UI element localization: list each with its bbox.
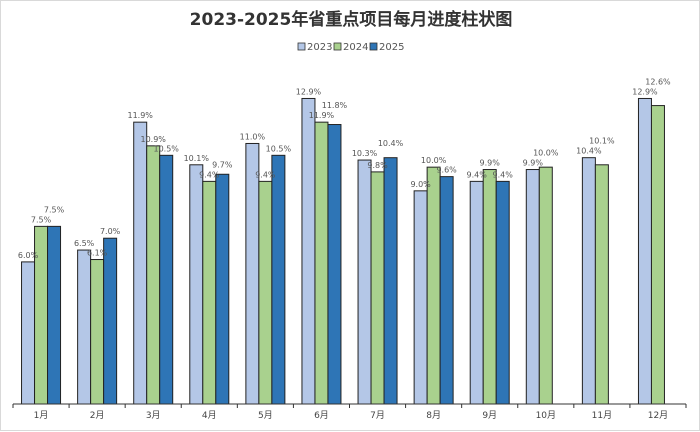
data-label-2023-10月: 9.9% <box>523 159 544 168</box>
data-label-2023-8月: 9.0% <box>410 180 431 189</box>
bar-2025-6月 <box>327 124 342 405</box>
bar-2024-9月 <box>482 169 497 405</box>
x-tick-label: 8月 <box>426 410 441 421</box>
data-label-2024-12月: 12.6% <box>645 77 671 86</box>
x-tick-label: 7月 <box>370 410 385 421</box>
data-label-2025-2月: 7.0% <box>100 227 121 236</box>
data-label-2023-6月: 12.9% <box>296 87 322 96</box>
data-label-2023-7月: 10.3% <box>352 149 378 158</box>
data-label-2024-2月: 6.1% <box>87 249 108 258</box>
bar-2025-3月 <box>159 154 174 405</box>
bar-2025-5月 <box>271 154 286 405</box>
data-label-2025-7月: 10.4% <box>378 139 404 148</box>
x-tick-label: 12月 <box>648 410 668 421</box>
data-label-2024-6月: 11.9% <box>309 111 335 120</box>
data-label-2023-3月: 11.9% <box>127 111 153 120</box>
data-label-2023-4月: 10.1% <box>184 154 210 163</box>
data-label-2025-5月: 10.5% <box>266 144 292 153</box>
bar-2024-6月 <box>314 121 329 405</box>
data-label-2024-4月: 9.4% <box>199 170 220 179</box>
bar-2024-10月 <box>538 166 553 405</box>
x-tick-label: 6月 <box>314 410 329 421</box>
data-label-2024-7月: 9.8% <box>367 161 388 170</box>
bar-2023-9月 <box>469 180 484 405</box>
bar-2024-8月 <box>426 166 441 405</box>
data-label-2025-4月: 9.7% <box>212 160 233 169</box>
x-tick-label: 2月 <box>90 410 105 421</box>
bars <box>21 97 665 405</box>
legend: 2023 2024 2025 <box>297 42 404 53</box>
x-tick-label: 11月 <box>592 410 612 421</box>
data-labels: 6.0%7.5%7.5%6.5%6.1%7.0%11.9%10.9%10.5%1… <box>18 77 671 259</box>
bar-2024-2月 <box>90 259 105 405</box>
data-label-2023-2月: 6.5% <box>74 239 95 248</box>
bar-2023-3月 <box>133 121 148 405</box>
legend-swatch-2023 <box>297 42 306 51</box>
data-label-2023-1月: 6.0% <box>18 251 39 260</box>
data-label-2024-11月: 10.1% <box>589 137 615 146</box>
data-label-2025-9月: 9.4% <box>493 170 514 179</box>
bar-2025-2月 <box>103 237 118 405</box>
x-tick-label: 3月 <box>146 410 161 421</box>
bar-2025-7月 <box>383 157 398 405</box>
legend-label-2024: 2024 <box>343 42 368 53</box>
bar-2025-9月 <box>495 180 510 405</box>
bar-2023-4月 <box>189 164 204 405</box>
x-tick-label: 10月 <box>536 410 556 421</box>
data-label-2025-3月: 10.5% <box>153 144 179 153</box>
data-label-2024-10月: 10.0% <box>533 149 559 158</box>
bar-2023-11月 <box>581 157 596 405</box>
data-label-2023-5月: 11.0% <box>240 132 266 141</box>
x-tick-label: 9月 <box>482 410 497 421</box>
legend-label-2023: 2023 <box>307 42 332 53</box>
bar-2024-3月 <box>146 145 161 405</box>
x-tick-label: 1月 <box>34 410 49 421</box>
bar-2023-8月 <box>413 190 428 405</box>
bar-2023-1月 <box>21 261 36 405</box>
bar-2025-1月 <box>47 225 62 405</box>
bar-2024-11月 <box>594 164 609 405</box>
x-tick-label: 4月 <box>202 410 217 421</box>
data-label-2023-11月: 10.4% <box>576 147 602 156</box>
bar-2024-12月 <box>650 105 665 405</box>
data-label-2023-12月: 12.9% <box>632 87 658 96</box>
bar-2023-2月 <box>77 249 92 405</box>
bar-2025-4月 <box>215 173 230 405</box>
bar-2023-12月 <box>637 97 652 405</box>
chart-title: 2023-2025年省重点项目每月进度柱状图 <box>190 9 513 30</box>
data-label-2024-8月: 10.0% <box>421 156 447 165</box>
x-axis: 1月 2月 3月 4月 5月 6月 7月 8月 9月 10月 11月 12月 <box>12 403 687 421</box>
legend-label-2025: 2025 <box>379 42 404 53</box>
bar-2024-4月 <box>202 180 217 405</box>
data-label-2024-5月: 9.4% <box>255 170 276 179</box>
bar-2024-5月 <box>258 180 273 405</box>
data-label-2023-9月: 9.4% <box>467 170 488 179</box>
bar-2023-7月 <box>357 159 372 405</box>
bar-2023-6月 <box>301 97 316 405</box>
data-label-2025-6月: 11.8% <box>322 101 348 110</box>
data-label-2024-1月: 7.5% <box>31 215 52 224</box>
bar-2024-7月 <box>370 171 385 405</box>
data-label-2024-9月: 9.9% <box>480 159 501 168</box>
bar-2025-8月 <box>439 176 454 405</box>
x-tick-label: 5月 <box>258 410 273 421</box>
bar-2023-5月 <box>245 142 260 405</box>
data-label-2025-1月: 7.5% <box>44 205 65 214</box>
bar-2023-10月 <box>525 169 540 405</box>
data-label-2024-3月: 10.9% <box>140 135 166 144</box>
data-label-2025-8月: 9.6% <box>436 166 457 175</box>
legend-swatch-2024 <box>333 42 342 51</box>
legend-swatch-2025 <box>369 42 378 51</box>
